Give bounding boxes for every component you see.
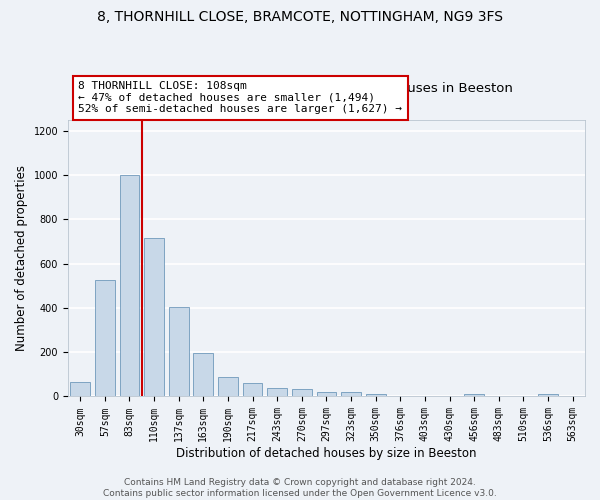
Bar bbox=[268, 388, 287, 396]
Y-axis label: Number of detached properties: Number of detached properties bbox=[15, 165, 28, 351]
Bar bbox=[341, 392, 361, 396]
Bar bbox=[169, 307, 188, 396]
Bar bbox=[218, 376, 238, 396]
Title: Size of property relative to detached houses in Beeston: Size of property relative to detached ho… bbox=[140, 82, 512, 95]
X-axis label: Distribution of detached houses by size in Beeston: Distribution of detached houses by size … bbox=[176, 447, 477, 460]
Text: 8 THORNHILL CLOSE: 108sqm
← 47% of detached houses are smaller (1,494)
52% of se: 8 THORNHILL CLOSE: 108sqm ← 47% of detac… bbox=[78, 81, 402, 114]
Text: Contains HM Land Registry data © Crown copyright and database right 2024.
Contai: Contains HM Land Registry data © Crown c… bbox=[103, 478, 497, 498]
Bar bbox=[119, 175, 139, 396]
Bar bbox=[70, 382, 90, 396]
Bar bbox=[292, 390, 311, 396]
Bar bbox=[538, 394, 558, 396]
Bar bbox=[193, 353, 213, 397]
Bar bbox=[317, 392, 337, 396]
Bar bbox=[366, 394, 386, 396]
Text: 8, THORNHILL CLOSE, BRAMCOTE, NOTTINGHAM, NG9 3FS: 8, THORNHILL CLOSE, BRAMCOTE, NOTTINGHAM… bbox=[97, 10, 503, 24]
Bar bbox=[144, 238, 164, 396]
Bar bbox=[464, 394, 484, 396]
Bar bbox=[95, 280, 115, 396]
Bar bbox=[243, 383, 262, 396]
